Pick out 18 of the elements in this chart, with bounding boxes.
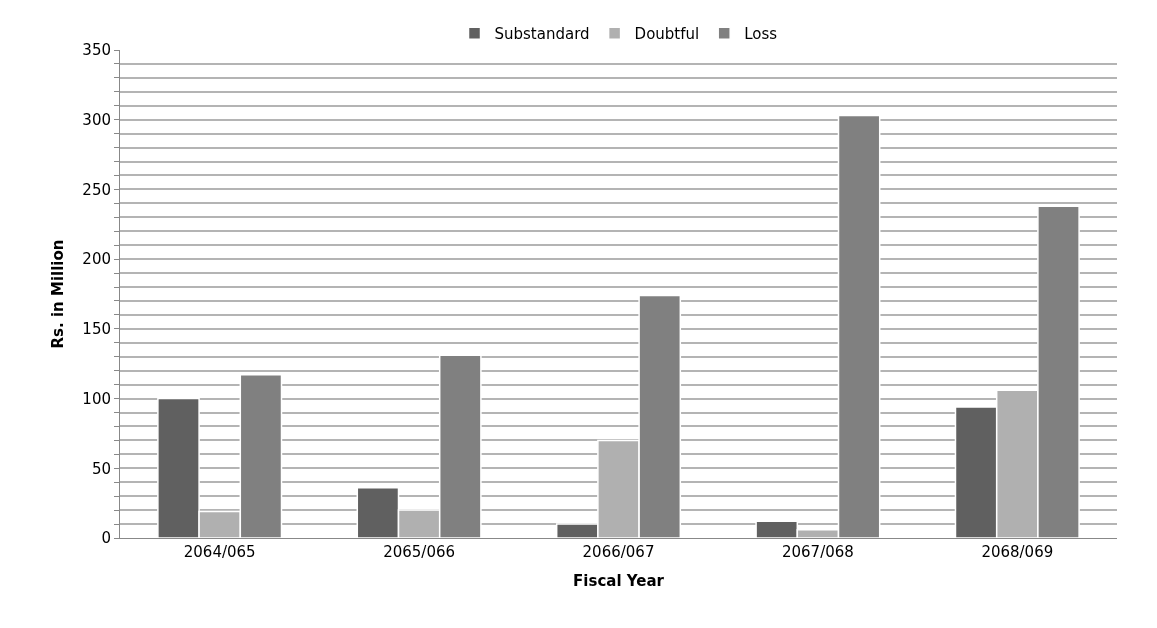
y-tick-label: 200 xyxy=(82,250,111,269)
legend-label: Doubtful xyxy=(634,25,700,44)
y-tick-label: 350 xyxy=(82,41,111,60)
legend-label: Substandard xyxy=(494,25,590,44)
x-tick-label: 2068/069 xyxy=(981,543,1054,561)
x-axis-title: Fiscal Year xyxy=(573,572,665,590)
y-tick-label: 0 xyxy=(101,529,111,548)
y-tick-label: 50 xyxy=(91,459,111,478)
y-tick-label: 300 xyxy=(82,110,111,129)
x-tick-label: 2065/066 xyxy=(383,543,456,561)
y-tick-label: 100 xyxy=(82,389,111,408)
y-tick-label: 250 xyxy=(82,180,111,199)
legend-label: Loss xyxy=(744,25,778,44)
x-tick-label: 2066/067 xyxy=(582,543,655,561)
x-tick-label: 2064/065 xyxy=(183,543,256,561)
y-axis-title: Rs. in Million xyxy=(48,239,67,349)
x-tick-label: 2067/068 xyxy=(781,543,854,561)
y-tick-label: 150 xyxy=(82,320,111,339)
